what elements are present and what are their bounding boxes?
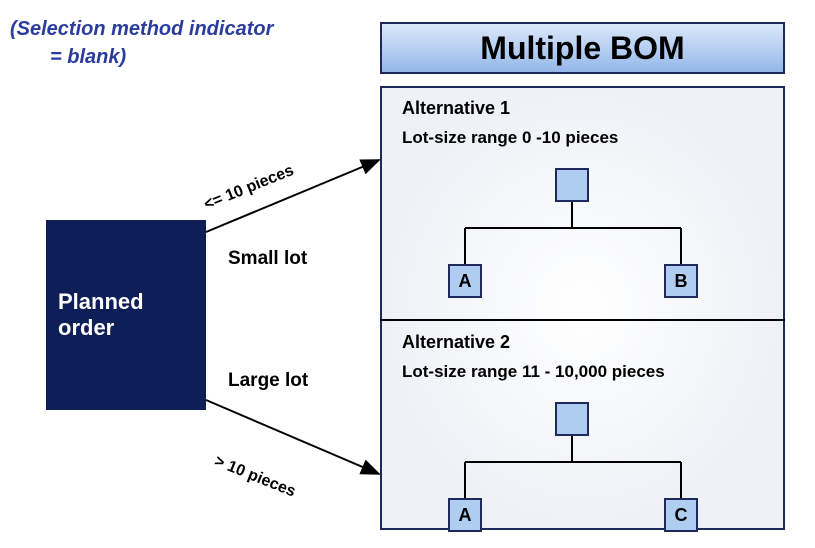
alt2-root-node [555,402,589,436]
planned-order-text2: order [58,315,206,341]
panel-divider [380,319,785,321]
edge-lower-label: > 10 pieces [212,453,298,502]
bom-panel [380,86,785,530]
title-bar-text: Multiple BOM [480,30,684,67]
alt1-title: Alternative 1 [402,98,510,119]
planned-order-text1: Planned [58,289,206,315]
alt1-right-node: B [664,264,698,298]
large-lot-label: Large lot [228,370,308,392]
small-lot-label: Small lot [228,248,307,270]
title-bar: Multiple BOM [380,22,785,74]
selection-note-line2: = blank) [50,46,126,69]
alt2-right-node: C [664,498,698,532]
edge-upper-label: <= 10 pieces [202,162,297,214]
planned-order-box: Planned order [46,220,206,410]
alt1-subtitle: Lot-size range 0 -10 pieces [402,128,618,148]
alt1-root-node [555,168,589,202]
alt2-title: Alternative 2 [402,332,510,353]
alt1-left-node: A [448,264,482,298]
alt2-left-node: A [448,498,482,532]
alt2-subtitle: Lot-size range 11 - 10,000 pieces [402,362,665,382]
selection-note-line1: (Selection method indicator [10,18,273,41]
